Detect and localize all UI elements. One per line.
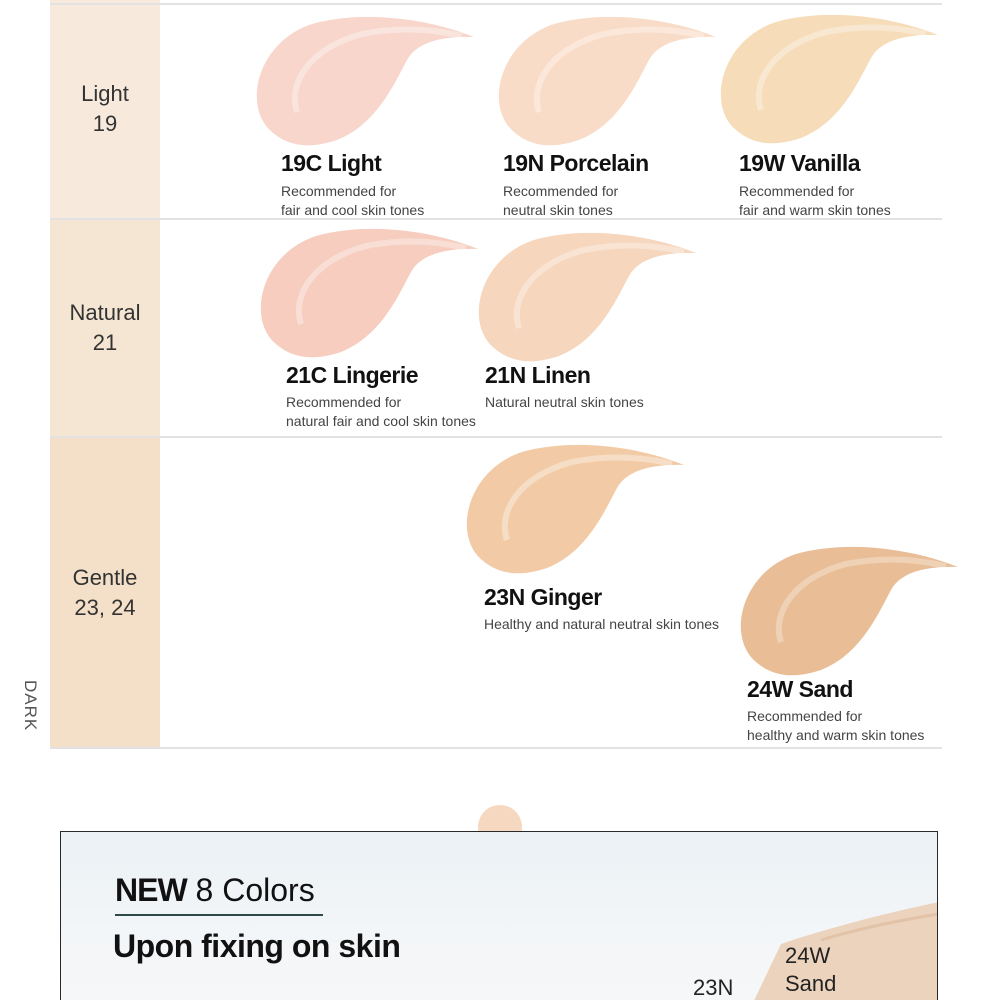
promo-title-underline [115,914,323,916]
row-divider-1 [50,218,942,220]
shade-desc-19n: Recommended for neutral skin tones [503,183,619,218]
shade-desc-21c: Recommended for natural fair and cool sk… [286,394,476,429]
promo-panel: NEW 8 Colors Upon fixing on skin 24W San… [60,831,938,1000]
promo-title-colors: 8 Colors [195,872,315,908]
promo-subtitle: Upon fixing on skin [113,928,401,964]
swatch-21c-lingerie [260,228,478,358]
row-divider-bottom [50,747,942,749]
row-label-gentle: Gentle 23, 24 [50,438,160,748]
promo-label-23n: 23N [693,975,734,1000]
swatch-19w-vanilla [720,14,938,144]
shade-name-19c: 19C Light [281,150,382,176]
shade-name-21n: 21N Linen [485,362,591,388]
row-divider-2 [50,436,942,438]
shade-desc-19c: Recommended for fair and cool skin tones [281,183,425,218]
shade-desc-23n: Healthy and natural neutral skin tones [484,616,720,632]
shade-desc-19w: Recommended for fair and warm skin tones [739,183,891,218]
shade-name-19w: 19W Vanilla [739,150,861,176]
swatch-23n-ginger [466,444,684,574]
swatch-19n-porcelain [498,16,716,146]
row-divider-top [50,3,942,5]
shade-desc-21n: Natural neutral skin tones [485,394,644,410]
swatch-21n-linen [478,232,696,362]
promo-title-new: NEW [115,872,188,908]
swatch-24w-sand [740,546,958,676]
shade-name-23n: 23N Ginger [484,584,602,610]
dark-scale-label: DARK [21,680,40,732]
skin-swatch-image [754,902,937,1000]
promo-label-24w: 24W Sand [785,943,837,996]
shade-desc-24w: Recommended for healthy and warm skin to… [747,708,925,743]
shade-name-19n: 19N Porcelain [503,150,649,176]
row-label-natural: Natural 21 [50,220,160,436]
row-label-light: Light 19 [50,0,160,218]
swatch-19c-light [256,16,474,146]
promo-title: NEW 8 Colors [115,872,315,909]
shade-name-21c: 21C Lingerie [286,362,419,388]
shade-name-24w: 24W Sand [747,676,853,702]
